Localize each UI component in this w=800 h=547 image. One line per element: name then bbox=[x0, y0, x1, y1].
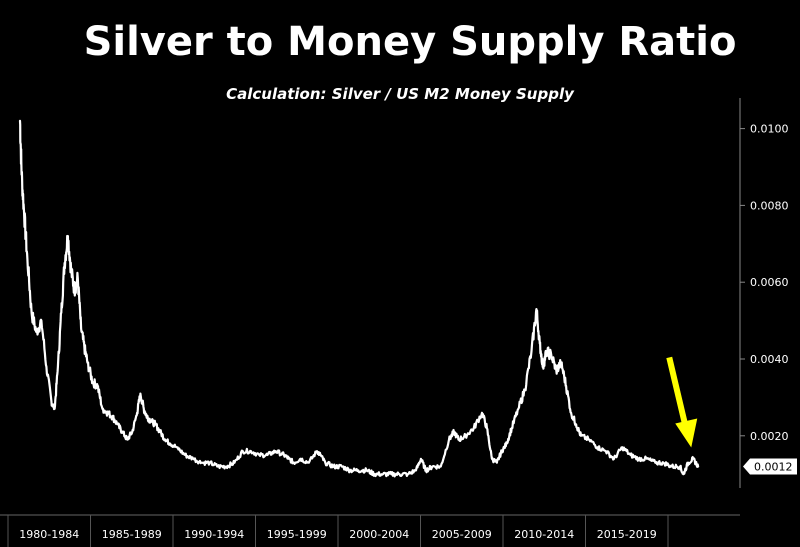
x-tick-group: 1980-1984 1985-1989 1990-1994 1995-1999 2000… bbox=[7, 515, 669, 547]
chart-title: Silver to Money Supply Ratio bbox=[84, 19, 737, 65]
y-tick-label: 0.0100 bbox=[750, 123, 789, 136]
x-tick-label: 1980-1984 bbox=[19, 528, 79, 541]
y-tick-group: 0.0020 0.0040 0.0060 0.0080 0.0100 bbox=[740, 123, 789, 443]
x-tick-label: 2000-2004 bbox=[349, 528, 409, 541]
series-line-silver-m2-ratio bbox=[18, 119, 700, 478]
x-tick-label: 2010-2014 bbox=[514, 528, 574, 541]
yellow-arrow-icon bbox=[666, 356, 698, 448]
x-tick-label: 2015-2019 bbox=[597, 528, 657, 541]
y-tick-label: 0.0060 bbox=[750, 276, 789, 289]
chart-subtitle: Calculation: Silver / US M2 Money Supply bbox=[226, 85, 575, 103]
y-tick-label: 0.0040 bbox=[750, 353, 789, 366]
arrow-head bbox=[675, 418, 698, 448]
x-tick-label: 1985-1989 bbox=[102, 528, 162, 541]
x-tick-label: 1995-1999 bbox=[267, 528, 327, 541]
x-tick-label: 1990-1994 bbox=[184, 528, 244, 541]
y-tick-label: 0.0020 bbox=[750, 430, 789, 443]
last-value-badge bbox=[743, 458, 797, 475]
last-value-marker: 0.0012 bbox=[743, 458, 797, 475]
y-tick-label: 0.0080 bbox=[750, 199, 789, 212]
last-value-label: 0.0012 bbox=[754, 461, 793, 474]
arrow-shaft bbox=[666, 356, 690, 431]
x-tick-label: 2005-2009 bbox=[432, 528, 492, 541]
